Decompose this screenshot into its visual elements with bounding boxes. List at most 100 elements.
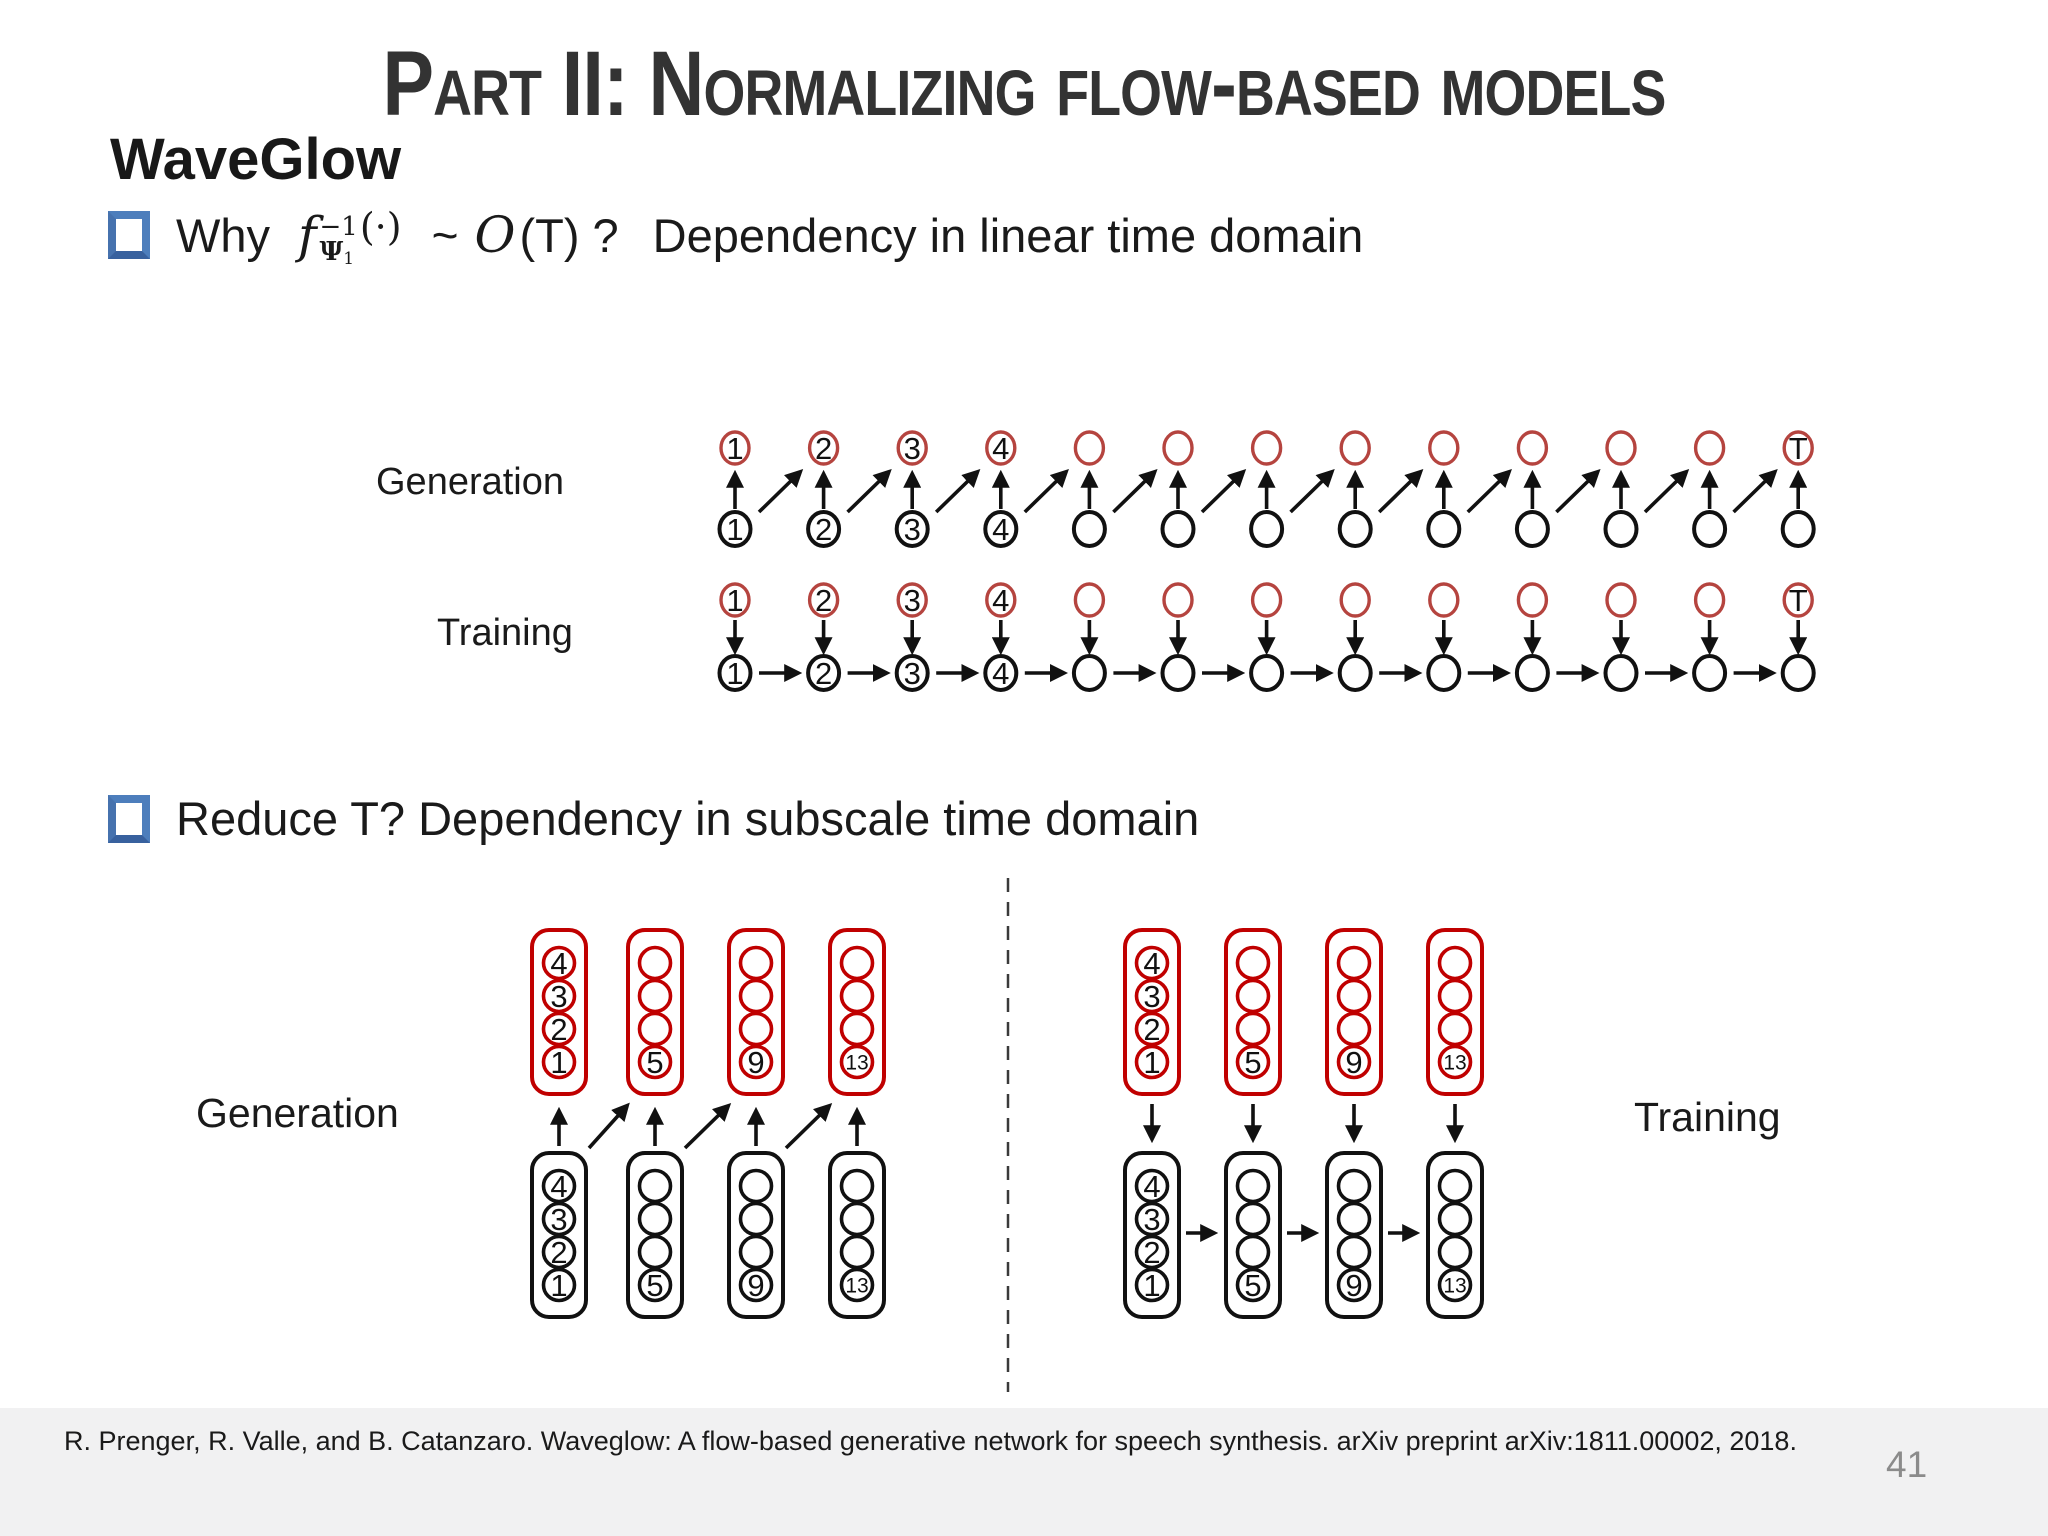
linear-generation-label: Generation [376,461,565,503]
page-number: 41 [1886,1444,1928,1485]
node-label: 9 [747,1268,764,1303]
node-label: 2 [550,1012,567,1047]
node-label: 2 [1143,1235,1160,1270]
capsule-node [839,1011,875,1047]
train-bottom-node [1603,654,1639,692]
subscale-generation-label: Generation [196,1090,399,1136]
arrow [934,468,981,514]
node-label: 4 [550,1169,567,1204]
node-label: 5 [1244,1268,1261,1303]
train-bottom-node [894,654,930,692]
node-label: 2 [550,1235,567,1270]
formula-supsub: −1 Ψ1 [320,214,358,267]
node-label: 1 [550,1045,567,1080]
capsule-node [738,1011,774,1047]
capsule-node [1336,1234,1372,1270]
capsule [1123,1151,1181,1319]
capsule-node [738,1267,774,1303]
capsule-node [1437,1168,1473,1204]
bullet-reduce-subscale: Reduce T? Dependency in subscale time do… [108,791,1199,846]
node-label: 5 [1244,1045,1261,1080]
capsule-node [1134,1201,1170,1237]
node-label: 4 [550,946,567,981]
gen-top-node [1250,430,1283,466]
train-bottom-node [1426,654,1462,692]
train-top-node [1073,582,1106,618]
big-o-argument: (T) ? [519,208,619,262]
capsule [626,1151,684,1319]
slide-title: Part II: Normalizing flow-based models [382,33,1666,135]
arrow [1555,468,1601,514]
train-top-node [1162,582,1194,618]
capsule-node [738,1168,774,1204]
slide-subtitle: WaveGlow [110,127,402,192]
capsule-node [1437,1011,1473,1047]
capsule-node [541,1201,577,1237]
capsule-node [541,1168,577,1204]
capsule [1224,1151,1282,1319]
node-label: 4 [1143,946,1160,981]
node-label: 3 [1143,1202,1160,1237]
arrow [1289,468,1335,514]
gen-top-node [1339,430,1371,466]
train-bottom-node [1160,654,1196,692]
capsule-node [541,945,577,981]
node-label: 3 [550,979,567,1014]
train-top-node [896,582,928,618]
capsule-node [1134,1267,1170,1303]
bullet-why-linear-time: Why f −1 Ψ1 (·) ~ O (T) ? Dependency in lin… [108,205,1363,267]
capsule-node [1235,1234,1271,1270]
gen-bottom-node [894,510,930,548]
capsule-node [738,1234,774,1270]
arrow [1377,468,1424,514]
capsule-node [1437,1267,1473,1303]
gen-bottom-node [983,510,1019,548]
capsule-node [1235,1267,1271,1303]
node-label: 9 [1345,1045,1362,1080]
gen-bottom-node [806,510,842,548]
node-label: 4 [992,656,1009,691]
train-top-node [985,582,1017,618]
node-label: 1 [726,512,743,547]
node-label: 9 [1345,1268,1362,1303]
capsule-node [541,1234,577,1270]
capsule-node [1235,1011,1271,1047]
capsule [727,1151,785,1319]
gen-bottom-node [717,510,753,548]
node-label: 1 [726,583,743,618]
formula-f: f [298,206,317,264]
capsule [1426,928,1484,1096]
capsule [828,928,886,1096]
node-label: 3 [904,583,921,618]
train-bottom-node [1337,654,1373,692]
capsule-node [839,1234,875,1270]
bullet-why-lead: Why [176,208,270,262]
gen-top-node [896,430,928,466]
capsule-node [1437,945,1473,981]
gen-top-node [1516,430,1549,466]
node-label: 1 [1143,1268,1160,1303]
capsule-node [1437,978,1473,1014]
node-label: 5 [646,1045,663,1080]
node-label: 2 [815,583,832,618]
capsule [828,1151,886,1319]
capsule-node [738,945,774,981]
capsule-node [1437,1044,1473,1080]
inverse-flow-formula: f −1 Ψ1 (·) [298,205,402,267]
linear-generation-diagram: 1 1 2 2 3 3 4 4 T [717,430,1816,548]
gen-top-node [719,430,751,466]
node-label: 3 [904,431,921,466]
gen-bottom-node [1603,510,1639,548]
formula-argument: (·) [359,205,402,249]
arrow [683,1102,732,1150]
capsule-node [1235,1168,1271,1204]
node-label: 3 [904,656,921,691]
node-label: T [1789,583,1808,618]
gen-top-node [1605,430,1637,466]
train-bottom-node [806,654,842,692]
node-label: 4 [992,431,1009,466]
gen-bottom-node [1426,510,1462,548]
gen-bottom-node [1249,510,1285,548]
